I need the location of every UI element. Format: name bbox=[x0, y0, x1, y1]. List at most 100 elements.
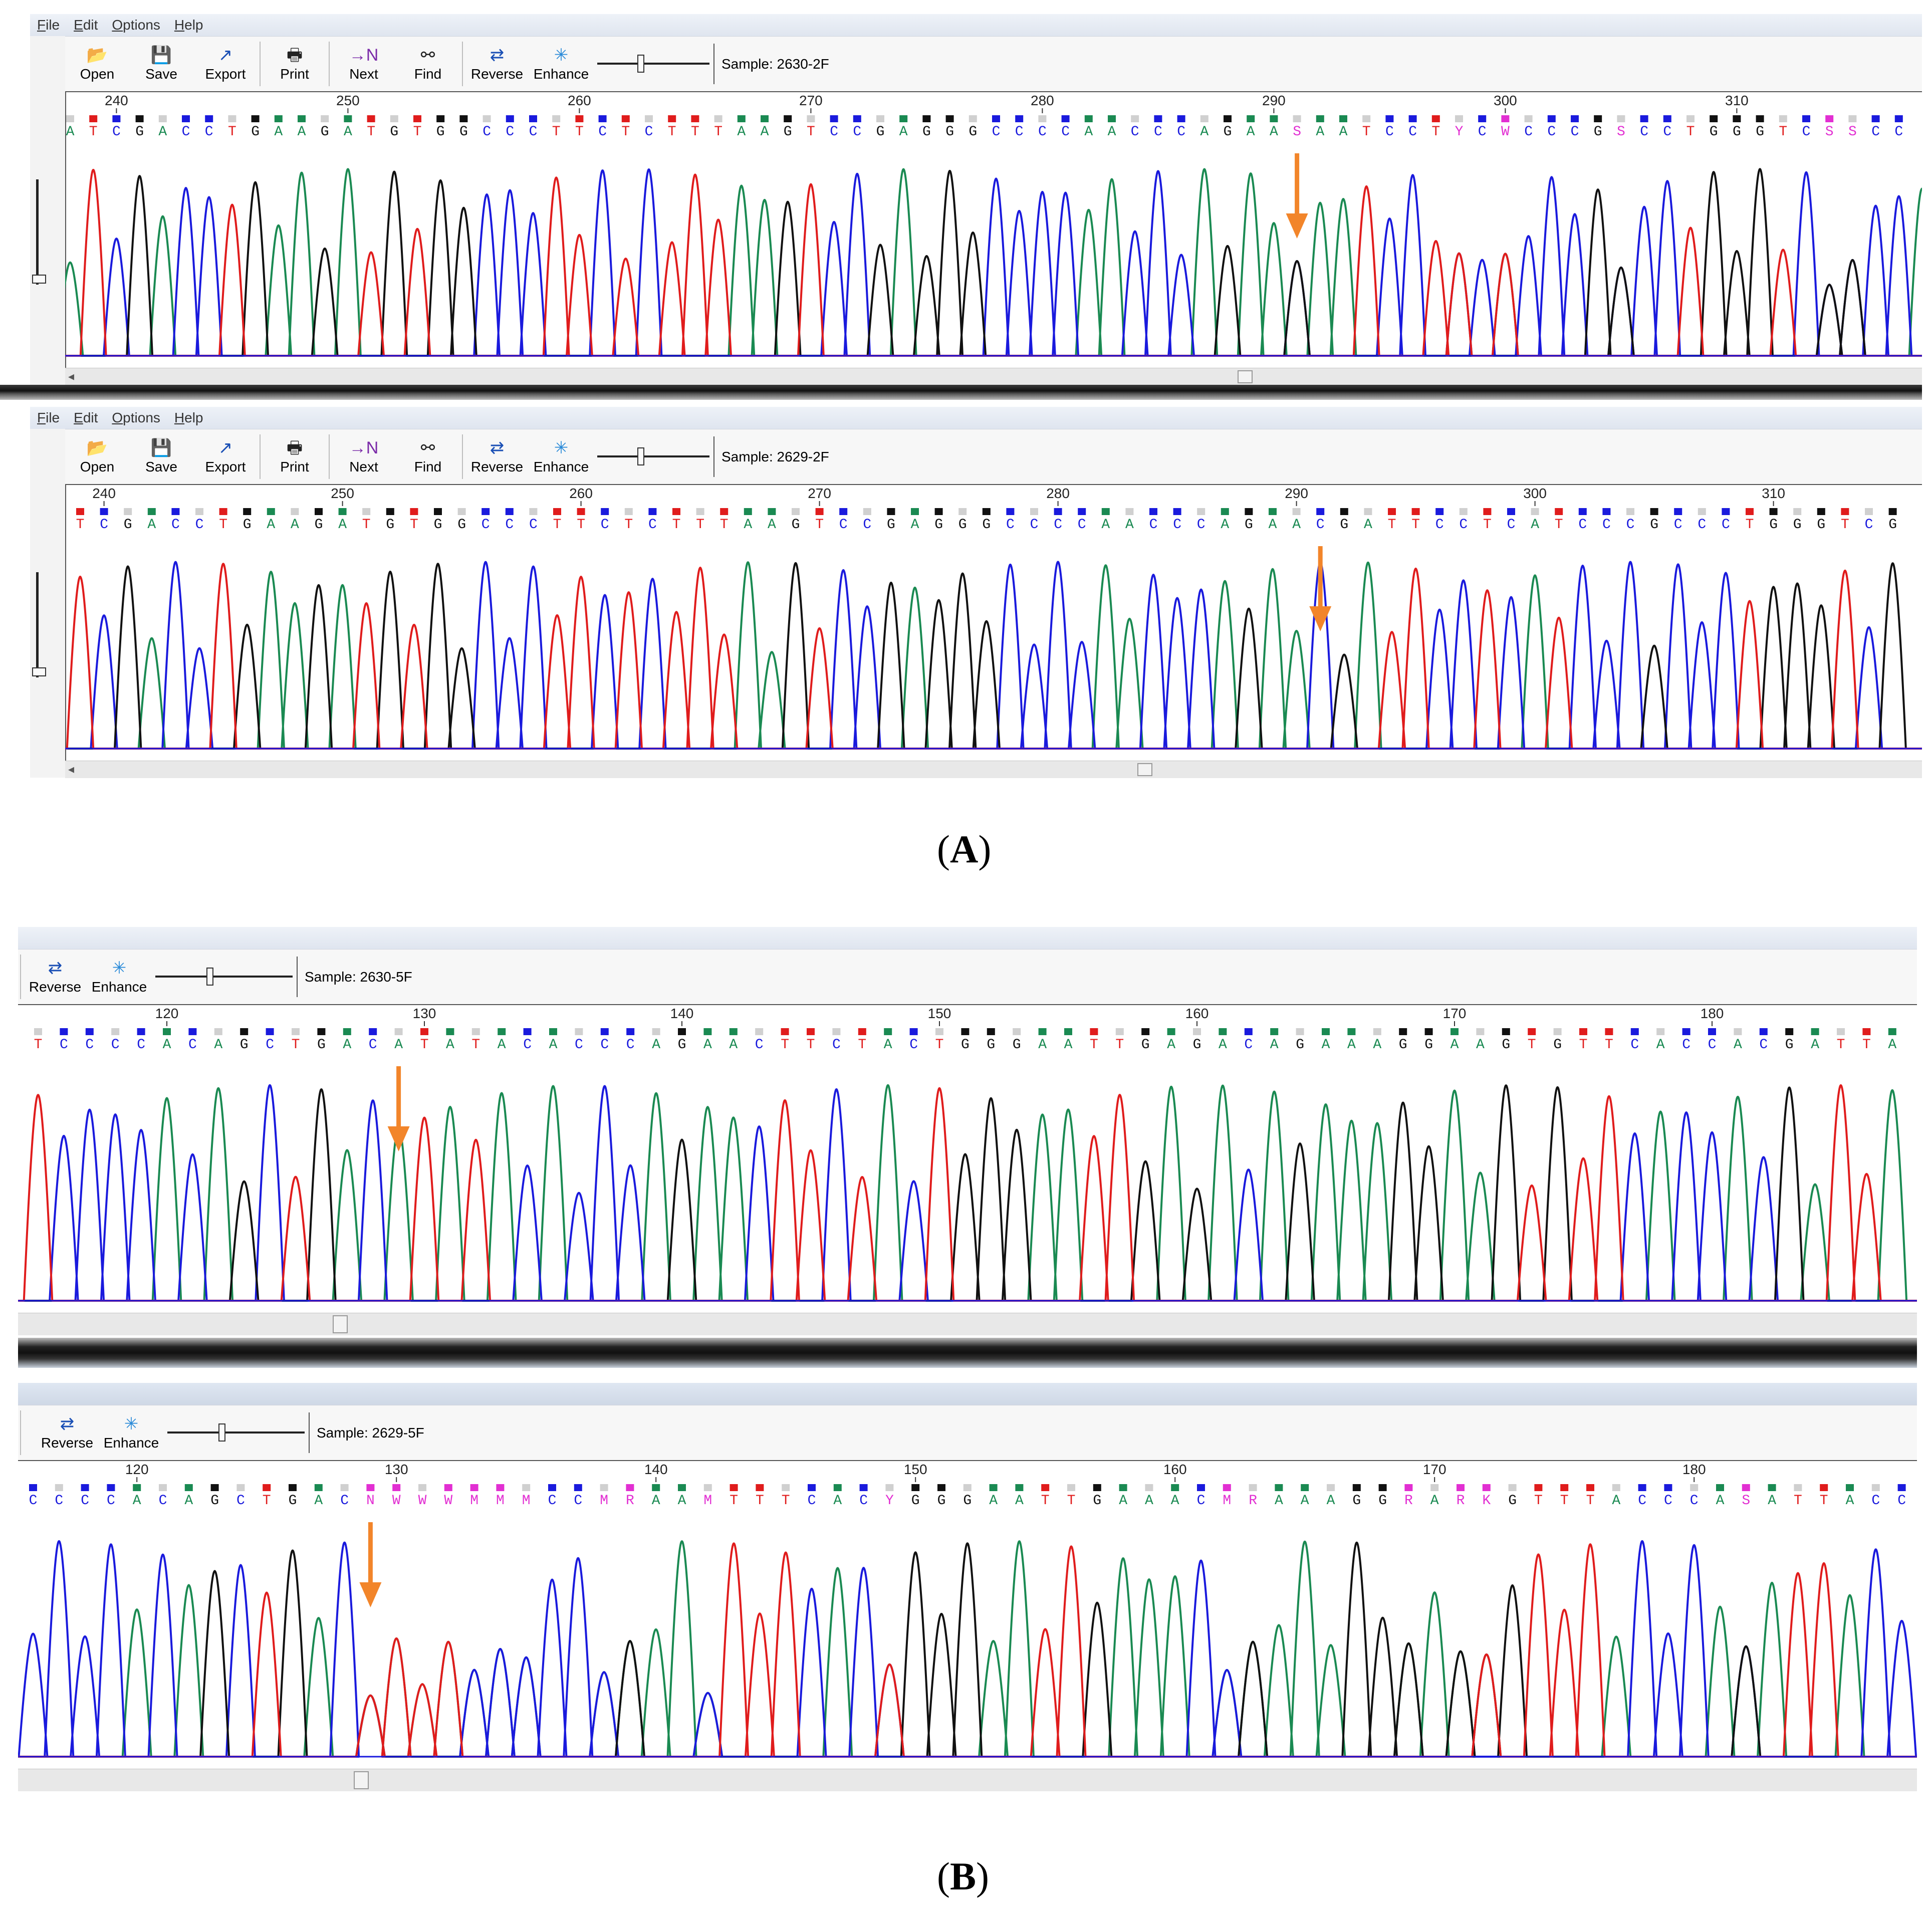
save-button[interactable]: 💾 Save bbox=[129, 37, 193, 91]
base-call[interactable]: T bbox=[1067, 1493, 1076, 1509]
base-call[interactable]: T bbox=[552, 124, 561, 140]
base-call[interactable]: C bbox=[601, 517, 609, 533]
zoom-slider[interactable] bbox=[593, 429, 713, 484]
base-call[interactable]: C bbox=[1197, 517, 1205, 533]
base-call[interactable]: T bbox=[1746, 517, 1754, 533]
horizontal-scrollbar[interactable] bbox=[18, 1313, 1917, 1335]
menu-help[interactable]: Help bbox=[174, 410, 203, 425]
base-call[interactable]: C bbox=[1682, 1037, 1690, 1053]
base-call[interactable]: C bbox=[506, 124, 514, 140]
base-call[interactable]: T bbox=[621, 124, 630, 140]
base-call[interactable]: G bbox=[963, 1493, 972, 1509]
base-call[interactable]: G bbox=[945, 124, 954, 140]
base-call[interactable]: C bbox=[832, 1037, 841, 1053]
base-call[interactable]: A bbox=[884, 1037, 892, 1053]
base-call[interactable]: C bbox=[205, 124, 213, 140]
base-call[interactable]: C bbox=[1871, 1493, 1880, 1509]
base-call[interactable]: C bbox=[107, 1493, 115, 1509]
base-call[interactable]: C bbox=[1173, 517, 1181, 533]
base-call[interactable]: A bbox=[291, 517, 299, 533]
base-call[interactable]: A bbox=[1451, 1037, 1459, 1053]
menu-file[interactable]: File bbox=[37, 17, 60, 33]
base-call[interactable]: T bbox=[1411, 517, 1420, 533]
base-call[interactable]: G bbox=[124, 517, 132, 533]
save-button[interactable]: 💾 Save bbox=[129, 429, 193, 484]
base-call[interactable]: C bbox=[523, 1037, 532, 1053]
reverse-button[interactable]: ⇄ Reverse bbox=[23, 949, 87, 1004]
base-call[interactable]: A bbox=[744, 517, 752, 533]
scrollbar-thumb[interactable] bbox=[354, 1771, 369, 1789]
base-call[interactable]: C bbox=[1638, 1493, 1646, 1509]
base-call[interactable]: A bbox=[1888, 1037, 1896, 1053]
base-call[interactable]: A bbox=[498, 1037, 506, 1053]
base-call[interactable]: C bbox=[195, 517, 204, 533]
base-call[interactable]: T bbox=[1431, 124, 1440, 140]
base-call[interactable]: C bbox=[340, 1493, 349, 1509]
base-call[interactable]: C bbox=[1547, 124, 1556, 140]
base-call[interactable]: C bbox=[505, 517, 514, 533]
base-call[interactable]: C bbox=[112, 124, 121, 140]
base-call[interactable]: A bbox=[899, 124, 908, 140]
base-call[interactable]: A bbox=[1064, 1037, 1073, 1053]
base-call[interactable]: G bbox=[289, 1493, 297, 1509]
base-call[interactable]: A bbox=[66, 124, 75, 140]
base-call[interactable]: T bbox=[1779, 124, 1787, 140]
base-call[interactable]: T bbox=[575, 124, 584, 140]
base-call[interactable]: C bbox=[1578, 517, 1587, 533]
base-call[interactable]: G bbox=[135, 124, 144, 140]
base-call[interactable]: A bbox=[314, 1493, 323, 1509]
horizontal-scrollbar[interactable]: ◂ bbox=[65, 368, 1922, 385]
base-call[interactable]: T bbox=[1794, 1493, 1802, 1509]
menu-help[interactable]: Help bbox=[174, 17, 203, 33]
base-call[interactable]: G bbox=[1733, 124, 1741, 140]
base-call[interactable]: C bbox=[1408, 124, 1417, 140]
base-call[interactable]: C bbox=[369, 1037, 377, 1053]
horizontal-scrollbar[interactable]: ◂ bbox=[65, 761, 1922, 778]
base-call[interactable]: G bbox=[1710, 124, 1718, 140]
enhance-button[interactable]: ✳ Enhance bbox=[529, 37, 593, 91]
base-call[interactable]: C bbox=[574, 1493, 582, 1509]
base-call[interactable]: Y bbox=[1455, 124, 1464, 140]
base-call[interactable]: G bbox=[1193, 1037, 1201, 1053]
base-call[interactable]: A bbox=[1716, 1493, 1725, 1509]
base-call[interactable]: A bbox=[1612, 1493, 1620, 1509]
base-call[interactable]: A bbox=[1339, 124, 1348, 140]
base-call[interactable]: G bbox=[1424, 1037, 1433, 1053]
base-call[interactable]: C bbox=[1722, 517, 1730, 533]
base-call[interactable]: A bbox=[1200, 124, 1209, 140]
base-call[interactable]: C bbox=[575, 1037, 583, 1053]
base-call[interactable]: A bbox=[737, 124, 746, 140]
base-call[interactable]: G bbox=[678, 1037, 686, 1053]
base-call[interactable]: C bbox=[1054, 517, 1062, 533]
base-call[interactable]: W bbox=[1501, 124, 1510, 140]
base-call[interactable]: C bbox=[182, 124, 190, 140]
base-call[interactable]: R bbox=[1404, 1493, 1413, 1509]
base-call[interactable]: T bbox=[1483, 517, 1492, 533]
base-call[interactable]: T bbox=[1841, 517, 1849, 533]
base-call[interactable]: G bbox=[1888, 517, 1897, 533]
vertical-scale-bar[interactable] bbox=[30, 407, 66, 778]
base-call[interactable]: C bbox=[1571, 124, 1579, 140]
zoom-thumb[interactable] bbox=[637, 55, 644, 73]
base-call[interactable]: A bbox=[158, 124, 167, 140]
base-call[interactable]: C bbox=[1759, 1037, 1768, 1053]
base-call[interactable]: T bbox=[219, 517, 227, 533]
base-call[interactable]: C bbox=[1478, 124, 1487, 140]
base-call[interactable]: T bbox=[807, 124, 815, 140]
base-call[interactable]: T bbox=[714, 124, 722, 140]
base-call[interactable]: A bbox=[833, 1493, 842, 1509]
base-call[interactable]: G bbox=[1793, 517, 1802, 533]
zoom-slider[interactable] bbox=[151, 949, 297, 1004]
base-call[interactable]: G bbox=[784, 124, 792, 140]
base-call[interactable]: A bbox=[184, 1493, 193, 1509]
base-call[interactable]: C bbox=[808, 1493, 816, 1509]
base-call[interactable]: A bbox=[989, 1493, 998, 1509]
chromatogram-trace[interactable]: 120 130 140 150 160 170 180 C C C C A C A G C T G A C N W W W M M… bbox=[18, 1462, 1917, 1769]
base-call[interactable]: C bbox=[236, 1493, 245, 1509]
base-call[interactable]: A bbox=[1145, 1493, 1153, 1509]
base-call[interactable]: C bbox=[1626, 517, 1635, 533]
base-call[interactable]: G bbox=[1650, 517, 1658, 533]
base-call[interactable]: S bbox=[1617, 124, 1625, 140]
base-call[interactable]: C bbox=[1897, 1493, 1906, 1509]
base-call[interactable]: C bbox=[1038, 124, 1047, 140]
